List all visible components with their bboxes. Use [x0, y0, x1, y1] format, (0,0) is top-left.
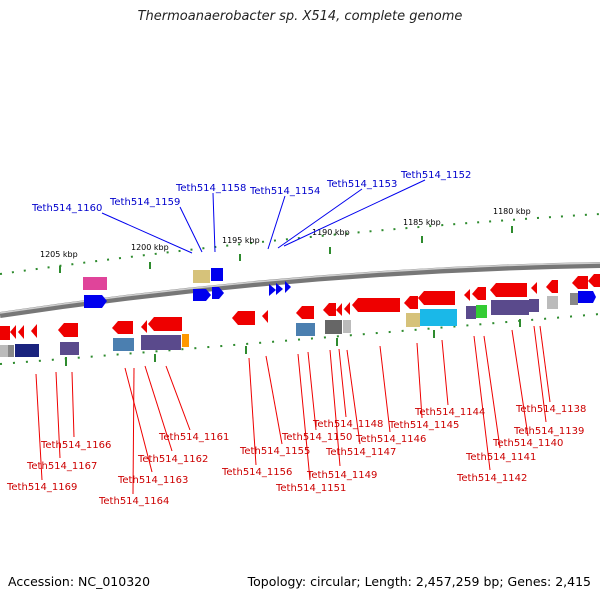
gene-feature	[193, 270, 210, 283]
gene-label[interactable]: Teth514_1147	[325, 447, 396, 458]
gene-feature	[113, 338, 134, 351]
gene-feature	[148, 317, 182, 331]
gene-feature	[58, 323, 78, 337]
gene-feature	[141, 335, 181, 350]
outer-scale-ticks	[0, 213, 600, 275]
gene-label[interactable]: Teth514_1153	[326, 179, 397, 190]
gene-feature	[262, 310, 268, 323]
gene-feature	[420, 309, 457, 326]
gene-label[interactable]: Teth514_1159	[109, 197, 180, 208]
gene-feature	[547, 296, 558, 309]
gene-label[interactable]: Teth514_1146	[355, 434, 426, 445]
gene-label[interactable]: Teth514_1140	[492, 438, 563, 449]
gene-feature	[466, 306, 476, 319]
gene-feature	[285, 281, 291, 293]
gene-feature	[296, 323, 315, 336]
gene-label[interactable]: Teth514_1149	[306, 470, 377, 481]
gene-feature	[491, 300, 529, 315]
accession-text: Accession: NC_010320	[8, 574, 151, 589]
gene-feature	[490, 283, 527, 297]
gene-feature	[10, 325, 16, 339]
gene-label[interactable]: Teth514_1169	[6, 482, 77, 493]
gene-feature	[182, 334, 189, 347]
gene-feature	[529, 299, 539, 312]
gene-feature	[531, 282, 537, 294]
gene-feature	[83, 277, 107, 290]
forward-features	[83, 268, 596, 308]
gene-feature	[112, 321, 133, 334]
gene-label[interactable]: Teth514_1158	[175, 183, 246, 194]
gene-label[interactable]: Teth514_1154	[249, 186, 320, 197]
gene-feature	[8, 345, 14, 357]
gene-feature	[31, 324, 37, 338]
gene-feature	[212, 287, 224, 299]
gene-feature	[572, 276, 588, 289]
gene-feature	[336, 303, 342, 316]
gene-label[interactable]: Teth514_1156	[221, 467, 292, 478]
gene-label[interactable]: Teth514_1144	[414, 407, 485, 418]
gene-feature	[232, 311, 255, 325]
gene-feature	[343, 320, 351, 333]
gene-label[interactable]: Teth514_1162	[137, 454, 208, 465]
gene-feature	[323, 303, 336, 316]
gene-feature	[325, 320, 342, 334]
gene-feature	[352, 298, 400, 312]
gene-label[interactable]: Teth514_1142	[456, 473, 527, 484]
gene-feature	[476, 305, 487, 318]
topology-text: Topology: circular; Length: 2,457,259 bp…	[247, 574, 591, 589]
bottom-leader-lines	[35, 325, 551, 495]
gene-feature	[84, 295, 107, 308]
inner-scale-ticks	[0, 313, 600, 365]
gene-label[interactable]: Teth514_1164	[98, 496, 169, 507]
gene-feature	[578, 291, 596, 303]
map-title: Thermoanaerobacter sp. X514, complete ge…	[137, 9, 463, 24]
gene-feature	[15, 344, 39, 357]
gene-feature	[464, 289, 470, 301]
gene-label[interactable]: Teth514_1155	[239, 446, 310, 457]
gene-feature	[141, 320, 147, 333]
gene-feature	[276, 283, 283, 295]
gene-label[interactable]: Teth514_1145	[388, 420, 459, 431]
gene-label[interactable]: Teth514_1163	[117, 475, 188, 486]
scale-label: 1185 kbp	[403, 218, 441, 227]
gene-label[interactable]: Teth514_1152	[400, 170, 471, 181]
gene-feature	[269, 284, 276, 296]
scale-label: 1195 kbp	[222, 236, 260, 245]
gene-feature	[18, 325, 24, 339]
gene-label[interactable]: Teth514_1138	[515, 404, 586, 415]
gene-label[interactable]: Teth514_1151	[275, 483, 346, 494]
gene-label[interactable]: Teth514_1148	[312, 419, 383, 430]
major-ticks	[59, 226, 521, 366]
scale-label: 1180 kbp	[493, 207, 531, 216]
gene-feature	[418, 291, 455, 305]
gene-feature	[472, 287, 486, 300]
gene-label[interactable]: Teth514_1150	[281, 432, 352, 443]
gene-feature	[404, 296, 418, 309]
gene-feature	[406, 313, 420, 327]
gene-label[interactable]: Teth514_1139	[513, 426, 584, 437]
scale-label: 1200 kbp	[131, 243, 169, 252]
gene-feature	[0, 345, 8, 357]
gene-feature	[588, 274, 600, 287]
gene-feature	[546, 280, 558, 293]
gene-label[interactable]: Teth514_1161	[158, 432, 229, 443]
top-leader-lines	[101, 179, 426, 254]
gene-label[interactable]: Teth514_1160	[31, 203, 102, 214]
gene-label[interactable]: Teth514_1166	[40, 440, 111, 451]
gene-feature	[211, 268, 223, 281]
reverse-features	[0, 274, 600, 357]
gene-feature	[296, 306, 314, 319]
gene-label[interactable]: Teth514_1167	[26, 461, 97, 472]
scale-label: 1205 kbp	[40, 250, 78, 259]
gene-label[interactable]: Teth514_1141	[465, 452, 536, 463]
scale-label: 1190 kbp	[312, 228, 350, 237]
gene-feature	[0, 326, 10, 340]
gene-feature	[60, 342, 79, 355]
gene-feature	[344, 302, 350, 315]
gene-feature	[193, 289, 211, 301]
gene-feature	[570, 293, 578, 305]
